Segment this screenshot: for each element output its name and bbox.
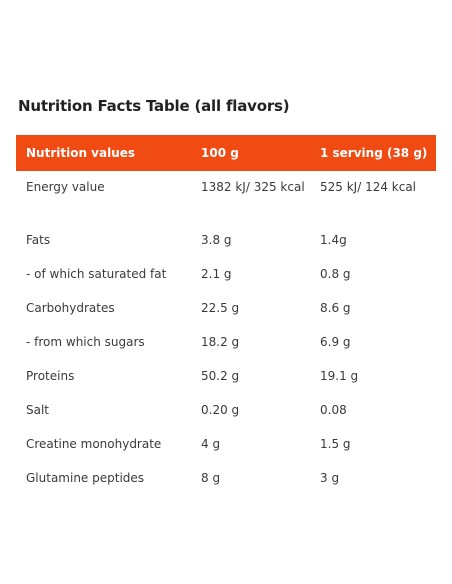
header-per-serving: 1 serving (38 g) [310, 135, 436, 171]
table-row: - from which sugars 18.2 g 6.9 g [16, 326, 436, 360]
header-nutrition-values: Nutrition values [16, 135, 191, 171]
value-per-100g: 0.20 g [201, 403, 240, 417]
table-row: Proteins 50.2 g 19.1 g [16, 360, 436, 394]
value-per-100g: 50.2 g [201, 369, 240, 383]
nutrient-name: Glutamine peptides [26, 471, 145, 485]
nutrient-name: - from which sugars [26, 335, 145, 349]
table-row: - of which saturated fat 2.1 g 0.8 g [16, 258, 436, 292]
value-per-100g: 18.2 g [201, 335, 240, 349]
nutrient-name: Energy value [26, 180, 105, 194]
value-per-serving: 8.6 g [320, 301, 351, 315]
value-per-serving: 19.1 g [320, 369, 359, 383]
value-per-serving: 1.5 g [320, 437, 351, 451]
table-row: Creatine monohydrate 4 g 1.5 g [16, 428, 436, 462]
table-row: Salt 0.20 g 0.08 [16, 394, 436, 428]
value-per-100g: 4 g [201, 437, 221, 451]
table-row: Carbohydrates 22.5 g 8.6 g [16, 292, 436, 326]
value-per-100g: 22.5 g [201, 301, 240, 315]
table-row: Glutamine peptides 8 g 3 g [16, 462, 436, 496]
table-row: Fats 3.8 g 1.4g [16, 224, 436, 258]
value-per-100g: 8 g [201, 471, 221, 485]
header-per-100g: 100 g [191, 135, 310, 171]
value-per-serving: 3 g [320, 471, 340, 485]
table-row: Energy value 1382 kJ/ 325 kcal 525 kJ/ 1… [16, 171, 436, 224]
nutrition-table: Nutrition values 100 g 1 serving (38 g) … [16, 135, 436, 496]
value-per-100g: 1382 kJ/ 325 kcal [201, 180, 305, 194]
value-per-100g: 3.8 g [201, 233, 232, 247]
value-per-serving: 6.9 g [320, 335, 351, 349]
page-title: Nutrition Facts Table (all flavors) [18, 97, 290, 115]
nutrient-name: Fats [26, 233, 51, 247]
table-header-row: Nutrition values 100 g 1 serving (38 g) [16, 135, 436, 171]
nutrient-name: Proteins [26, 369, 75, 383]
value-per-100g: 2.1 g [201, 267, 232, 281]
nutrient-name: - of which saturated fat [26, 267, 167, 281]
value-per-serving: 525 kJ/ 124 kcal [320, 180, 417, 194]
value-per-serving: 1.4g [320, 233, 347, 247]
value-per-serving: 0.8 g [320, 267, 351, 281]
nutrient-name: Creatine monohydrate [26, 437, 162, 451]
nutrient-name: Carbohydrates [26, 301, 115, 315]
value-per-serving: 0.08 [320, 403, 347, 417]
nutrient-name: Salt [26, 403, 50, 417]
